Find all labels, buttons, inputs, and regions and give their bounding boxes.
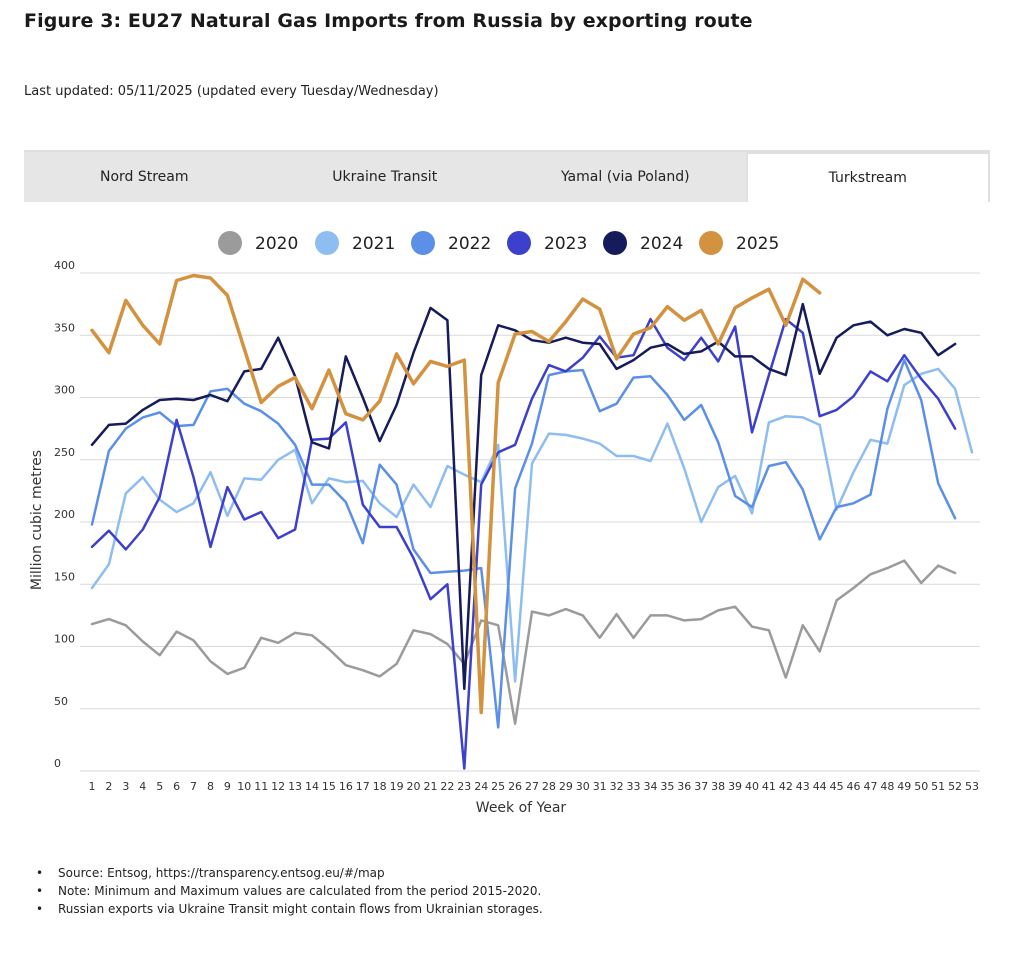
x-tick-label: 24 <box>474 780 488 793</box>
x-tick-label: 32 <box>610 780 624 793</box>
x-tick-label: 7 <box>190 780 197 793</box>
x-tick-label: 12 <box>271 780 285 793</box>
notes-list: Source: Entsog, https://transparency.ent… <box>36 864 543 918</box>
series-line-2021 <box>90 367 974 683</box>
legend-label: 2020 <box>255 234 298 254</box>
legend-label: 2024 <box>640 234 683 254</box>
x-tick-label: 36 <box>677 780 691 793</box>
tab-yamal[interactable]: Yamal (via Poland) <box>560 169 690 185</box>
x-tick-label: 22 <box>440 780 454 793</box>
tab-ukraine-transit[interactable]: Ukraine Transit <box>332 169 438 185</box>
note-ukraine: Russian exports via Ukraine Transit migh… <box>36 900 543 918</box>
x-tick-label: 2 <box>105 780 112 793</box>
x-tick-label: 42 <box>779 780 793 793</box>
x-tick-label: 34 <box>643 780 657 793</box>
legend-marker <box>315 231 339 255</box>
x-tick-label: 43 <box>796 780 810 793</box>
x-tick-label: 21 <box>423 780 437 793</box>
x-tick-label: 30 <box>576 780 590 793</box>
y-tick-label: 0 <box>54 757 61 770</box>
x-tick-label: 11 <box>254 780 268 793</box>
series-line-2023 <box>90 317 957 770</box>
x-tick-label: 49 <box>897 780 911 793</box>
x-tick-label: 17 <box>356 780 370 793</box>
x-tick-label: 52 <box>948 780 962 793</box>
x-tick-label: 50 <box>914 780 928 793</box>
x-tick-label: 5 <box>156 780 163 793</box>
x-tick-label: 6 <box>173 780 180 793</box>
x-tick-label: 31 <box>593 780 607 793</box>
x-tick-label: 44 <box>813 780 827 793</box>
legend-marker <box>603 231 627 255</box>
y-tick-label: 150 <box>54 570 75 583</box>
x-tick-label: 27 <box>525 780 539 793</box>
x-tick-label: 47 <box>863 780 877 793</box>
y-tick-label: 50 <box>54 695 68 708</box>
y-tick-label: 100 <box>54 633 75 646</box>
x-tick-label: 3 <box>122 780 129 793</box>
x-tick-label: 14 <box>305 780 319 793</box>
route-tabs: Nord Stream Ukraine Transit Yamal (via P… <box>24 150 990 202</box>
x-tick-label: 16 <box>339 780 353 793</box>
x-tick-label: 46 <box>847 780 861 793</box>
legend-marker <box>699 231 723 255</box>
note-minmax: Note: Minimum and Maximum values are cal… <box>36 882 543 900</box>
y-tick-label: 250 <box>54 446 75 459</box>
legend-marker <box>411 231 435 255</box>
x-tick-label: 33 <box>627 780 641 793</box>
chart-title: Figure 3: EU27 Natural Gas Imports from … <box>24 10 753 32</box>
x-tick-label: 28 <box>542 780 556 793</box>
legend-marker <box>507 231 531 255</box>
x-tick-label: 20 <box>407 780 421 793</box>
x-tick-label: 9 <box>224 780 231 793</box>
y-axis-title: Million cubic metres <box>29 450 45 590</box>
x-tick-label: 15 <box>322 780 336 793</box>
series-line-2022 <box>90 358 957 729</box>
x-tick-label: 19 <box>390 780 404 793</box>
x-tick-label: 18 <box>373 780 387 793</box>
tab-turkstream[interactable]: Turkstream <box>745 152 990 202</box>
y-tick-label: 400 <box>54 259 75 272</box>
x-tick-label: 25 <box>491 780 505 793</box>
x-tick-label: 38 <box>711 780 725 793</box>
series-line-2025 <box>90 273 822 715</box>
tab-nord-stream[interactable]: Nord Stream <box>99 169 189 185</box>
series-line-2024 <box>90 302 957 691</box>
x-tick-label: 48 <box>880 780 894 793</box>
legend-label: 2025 <box>736 234 779 254</box>
legend-label: 2023 <box>544 234 587 254</box>
x-tick-label: 40 <box>745 780 759 793</box>
x-tick-label: 39 <box>728 780 742 793</box>
x-tick-label: 8 <box>207 780 214 793</box>
x-tick-label: 37 <box>694 780 708 793</box>
x-tick-label: 35 <box>660 780 674 793</box>
x-tick-label: 10 <box>237 780 251 793</box>
x-tick-label: 29 <box>559 780 573 793</box>
x-tick-label: 4 <box>139 780 146 793</box>
x-tick-label: 41 <box>762 780 776 793</box>
x-tick-label: 51 <box>931 780 945 793</box>
legend-label: 2021 <box>352 234 395 254</box>
legend-label: 2022 <box>448 234 491 254</box>
x-tick-label: 45 <box>830 780 844 793</box>
x-tick-label: 53 <box>965 780 979 793</box>
x-tick-label: 26 <box>508 780 522 793</box>
x-axis-title: Week of Year <box>476 800 567 816</box>
legend-marker <box>218 231 242 255</box>
x-tick-label: 1 <box>89 780 96 793</box>
y-tick-label: 350 <box>54 321 75 334</box>
y-tick-label: 300 <box>54 384 75 397</box>
series-line-2020 <box>90 559 957 725</box>
last-updated-text: Last updated: 05/11/2025 (updated every … <box>24 84 439 99</box>
note-source: Source: Entsog, https://transparency.ent… <box>36 864 543 882</box>
x-tick-label: 23 <box>457 780 471 793</box>
x-tick-label: 13 <box>288 780 302 793</box>
y-tick-label: 200 <box>54 508 75 521</box>
